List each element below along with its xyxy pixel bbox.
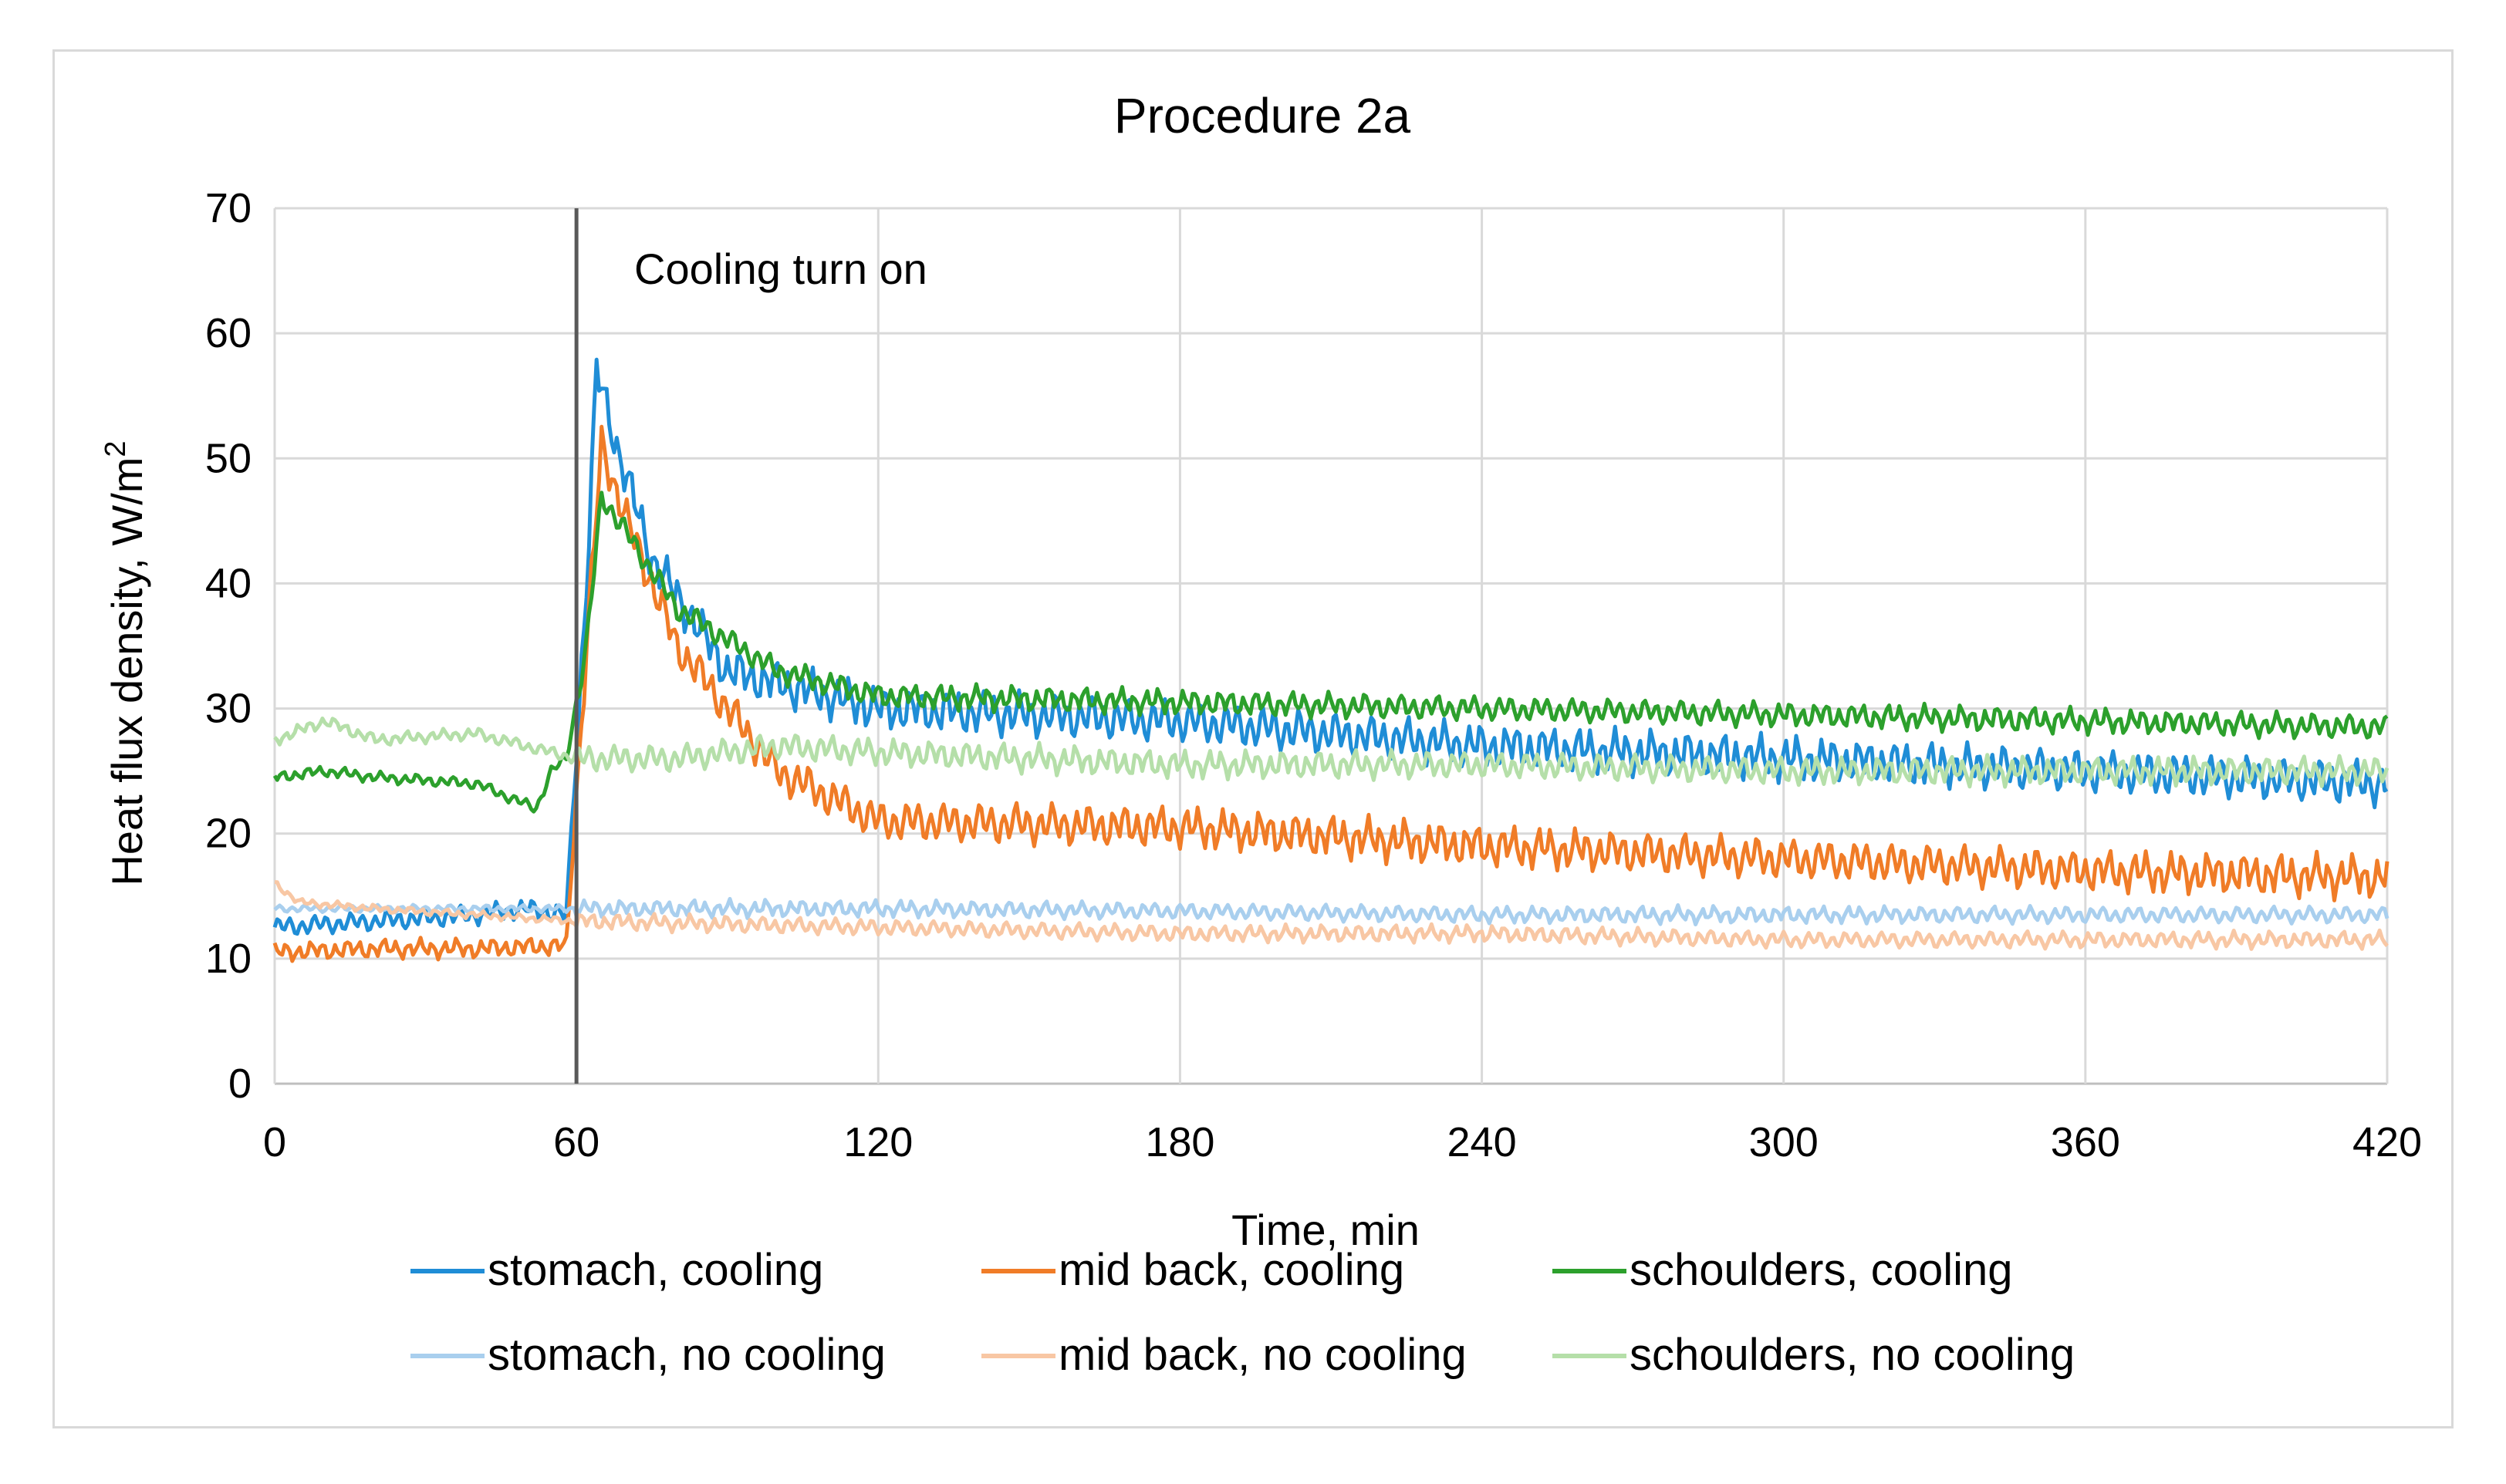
y-tick-label: 70 (205, 185, 252, 231)
y-axis-title-text: Heat flux density, W/m (103, 457, 151, 886)
series-line-1 (272, 357, 2389, 936)
y-tick-label: 10 (205, 936, 252, 982)
series-lines (272, 357, 2389, 963)
x-tick-label: 420 (2352, 1119, 2422, 1165)
legend: stomach, cooling mid back, cooling schould… (410, 1245, 2075, 1380)
x-tick-label: 0 (263, 1119, 286, 1165)
legend-label: mid back, cooling (1059, 1245, 1404, 1295)
series-line-6 (273, 717, 2389, 789)
series-line-4 (273, 896, 2389, 926)
gridlines (273, 207, 2389, 1085)
tick-labels: 0 10 20 30 40 50 60 70 0 60 120 180 240 300 360 420 (205, 185, 2422, 1165)
legend-label: stomach, no cooling (488, 1330, 886, 1380)
x-tick-label: 120 (843, 1119, 913, 1165)
y-tick-label: 30 (205, 686, 252, 732)
legend-label: mid back, no cooling (1059, 1330, 1467, 1380)
y-tick-label: 50 (205, 435, 252, 481)
x-tick-label: 360 (2051, 1119, 2120, 1165)
x-tick-label: 60 (553, 1119, 599, 1165)
y-tick-label: 20 (205, 811, 252, 857)
legend-label: schoulders, cooling (1630, 1245, 2013, 1295)
y-axis-title: Heat flux density, W/m2 (100, 440, 151, 885)
series-line-5 (274, 880, 2389, 951)
legend-label: schoulders, no cooling (1630, 1330, 2075, 1380)
series-line-3 (272, 491, 2389, 814)
legend-label: stomach, cooling (488, 1245, 823, 1295)
series-line-2 (272, 424, 2389, 963)
x-tick-label: 240 (1447, 1119, 1517, 1165)
y-tick-label: 60 (205, 310, 252, 356)
cooling-turn-on-label: Cooling turn on (634, 245, 927, 293)
y-tick-label: 0 (228, 1061, 252, 1107)
chart-title: Procedure 2a (1114, 88, 1411, 143)
y-axis-title-superscript: 2 (100, 440, 132, 457)
x-tick-label: 300 (1749, 1119, 1819, 1165)
x-axis-title: Time, min (1231, 1206, 1420, 1254)
x-tick-label: 180 (1145, 1119, 1214, 1165)
y-tick-label: 40 (205, 560, 252, 606)
